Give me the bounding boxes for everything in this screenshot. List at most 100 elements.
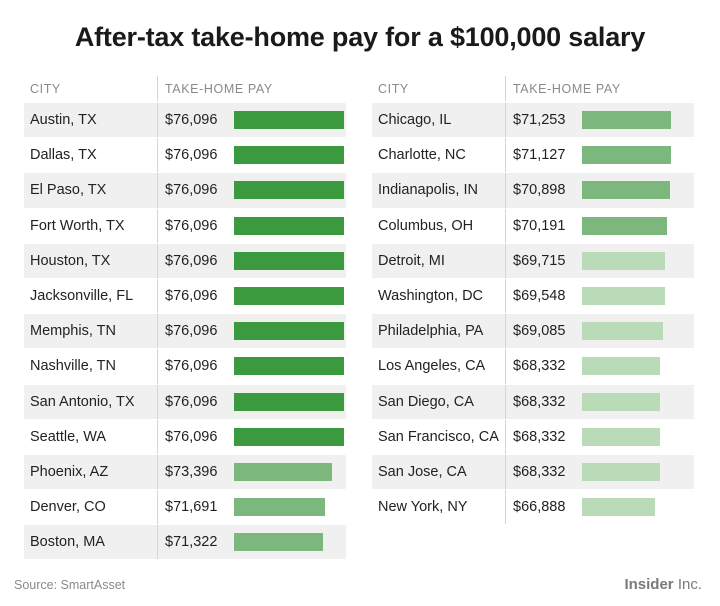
- pay-bar: [582, 111, 672, 129]
- table-row: Chicago, IL $71,253: [372, 103, 694, 139]
- city-label: Philadelphia, PA: [378, 323, 484, 340]
- column-divider: [157, 349, 158, 384]
- city-label: Houston, TX: [30, 252, 111, 269]
- pay-value: $70,898: [513, 182, 566, 199]
- city-label: Los Angeles, CA: [378, 358, 486, 375]
- column-divider: [157, 384, 158, 419]
- pay-value: $68,332: [513, 393, 566, 410]
- city-label: Chicago, IL: [378, 112, 452, 128]
- table-row: San Jose, CA $68,332: [372, 454, 694, 491]
- pay-value: $76,096: [165, 393, 218, 410]
- table-row: Phoenix, AZ $73,396: [24, 454, 346, 491]
- pay-bar: [234, 111, 344, 129]
- pay-value: $70,191: [513, 217, 566, 234]
- table-row: Fort Worth, TX $76,096: [24, 208, 346, 244]
- column-divider: [505, 138, 506, 173]
- pay-bar: [234, 357, 344, 376]
- city-column-header: CITY: [378, 82, 409, 96]
- city-label: Nashville, TN: [30, 358, 116, 375]
- source-note: Source: SmartAsset: [14, 578, 126, 592]
- brand-logo: Insider Inc.: [624, 576, 702, 593]
- pay-column-header: TAKE-HOME PAY: [165, 82, 273, 96]
- pay-bar: [582, 181, 670, 200]
- pay-value: $76,096: [165, 182, 218, 199]
- pay-value: $71,127: [513, 147, 566, 164]
- column-divider: [157, 454, 158, 490]
- pay-bar: [234, 286, 344, 305]
- column-divider: [157, 173, 158, 208]
- column-divider: [157, 208, 158, 243]
- city-label: Memphis, TN: [30, 323, 116, 340]
- table-row: Denver, CO $71,691: [24, 490, 346, 526]
- table-row: Columbus, OH $70,191: [372, 208, 694, 244]
- pay-bar: [234, 462, 332, 481]
- city-label: Seattle, WA: [30, 428, 107, 445]
- table-row: Los Angeles, CA $68,332: [372, 349, 694, 385]
- pay-bar: [582, 392, 660, 411]
- pay-bar: [582, 427, 660, 446]
- column-divider: [157, 490, 158, 525]
- table-row: Jacksonville, FL $76,096: [24, 278, 346, 315]
- pay-value: $68,332: [513, 463, 566, 480]
- pay-value: $69,715: [513, 252, 566, 269]
- column-divider: [505, 349, 506, 384]
- column-divider: [505, 243, 506, 278]
- column-divider: [157, 419, 158, 454]
- city-label: Dallas, TX: [30, 147, 97, 164]
- table-row: Seattle, WA $76,096: [24, 419, 346, 455]
- left-table: CITY TAKE-HOME PAY Austin, TX $76,096 Dall…: [24, 74, 346, 561]
- left-table-rows: Austin, TX $76,096 Dallas, TX $76,096 El Pas…: [24, 103, 346, 561]
- pay-bar: [582, 146, 671, 165]
- chart-title: After-tax take-home pay for a $100,000 s…: [74, 22, 646, 52]
- pay-value: $71,322: [165, 534, 218, 551]
- pay-bar: [582, 498, 655, 517]
- city-label: Indianapolis, IN: [378, 182, 478, 199]
- pay-bar: [234, 251, 344, 270]
- pay-bar: [234, 498, 325, 517]
- pay-value: $76,096: [165, 323, 218, 340]
- column-divider: [157, 525, 158, 560]
- pay-value: $69,085: [513, 323, 566, 340]
- city-label: Washington, DC: [378, 287, 484, 304]
- column-divider: [157, 278, 158, 314]
- city-label: San Jose, CA: [378, 463, 467, 480]
- city-label: Detroit, MI: [378, 252, 445, 269]
- column-divider: [505, 278, 506, 314]
- table-row: Charlotte, NC $71,127: [372, 138, 694, 174]
- table-row: Indianapolis, IN $70,898: [372, 173, 694, 209]
- city-label: Fort Worth, TX: [30, 217, 125, 234]
- pay-value: $76,096: [165, 252, 218, 269]
- column-divider: [157, 243, 158, 278]
- brand-name: Insider: [624, 576, 674, 593]
- column-divider: [157, 138, 158, 173]
- column-divider: [505, 314, 506, 349]
- city-label: Denver, CO: [30, 499, 106, 516]
- pay-bar: [582, 322, 663, 341]
- pay-bar: [234, 533, 324, 552]
- right-table: CITY TAKE-HOME PAY Chicago, IL $71,253 Cha…: [372, 74, 694, 526]
- pay-bar: [582, 286, 665, 305]
- column-divider: [157, 314, 158, 349]
- city-label: Austin, TX: [30, 112, 97, 128]
- city-label: New York, NY: [378, 499, 468, 516]
- pay-value: $76,096: [165, 358, 218, 375]
- column-divider: [505, 103, 506, 138]
- table-row: New York, NY $66,888: [372, 490, 694, 526]
- table-row: Austin, TX $76,096: [24, 103, 346, 139]
- column-divider: [505, 76, 506, 101]
- pay-value: $76,096: [165, 147, 218, 164]
- column-divider: [505, 208, 506, 243]
- pay-bar: [582, 216, 667, 235]
- city-label: San Diego, CA: [378, 393, 474, 410]
- right-table-header: CITY TAKE-HOME PAY: [372, 74, 694, 103]
- column-divider: [505, 419, 506, 454]
- table-row: San Francisco, CA $68,332: [372, 419, 694, 455]
- pay-value: $73,396: [165, 463, 218, 480]
- city-label: Boston, MA: [30, 534, 105, 551]
- city-label: El Paso, TX: [30, 182, 107, 199]
- pay-value: $66,888: [513, 499, 566, 516]
- table-row: San Diego, CA $68,332: [372, 384, 694, 420]
- table-row: San Antonio, TX $76,096: [24, 384, 346, 420]
- city-label: San Francisco, CA: [378, 428, 499, 445]
- right-table-rows: Chicago, IL $71,253 Charlotte, NC $71,127 In…: [372, 103, 694, 526]
